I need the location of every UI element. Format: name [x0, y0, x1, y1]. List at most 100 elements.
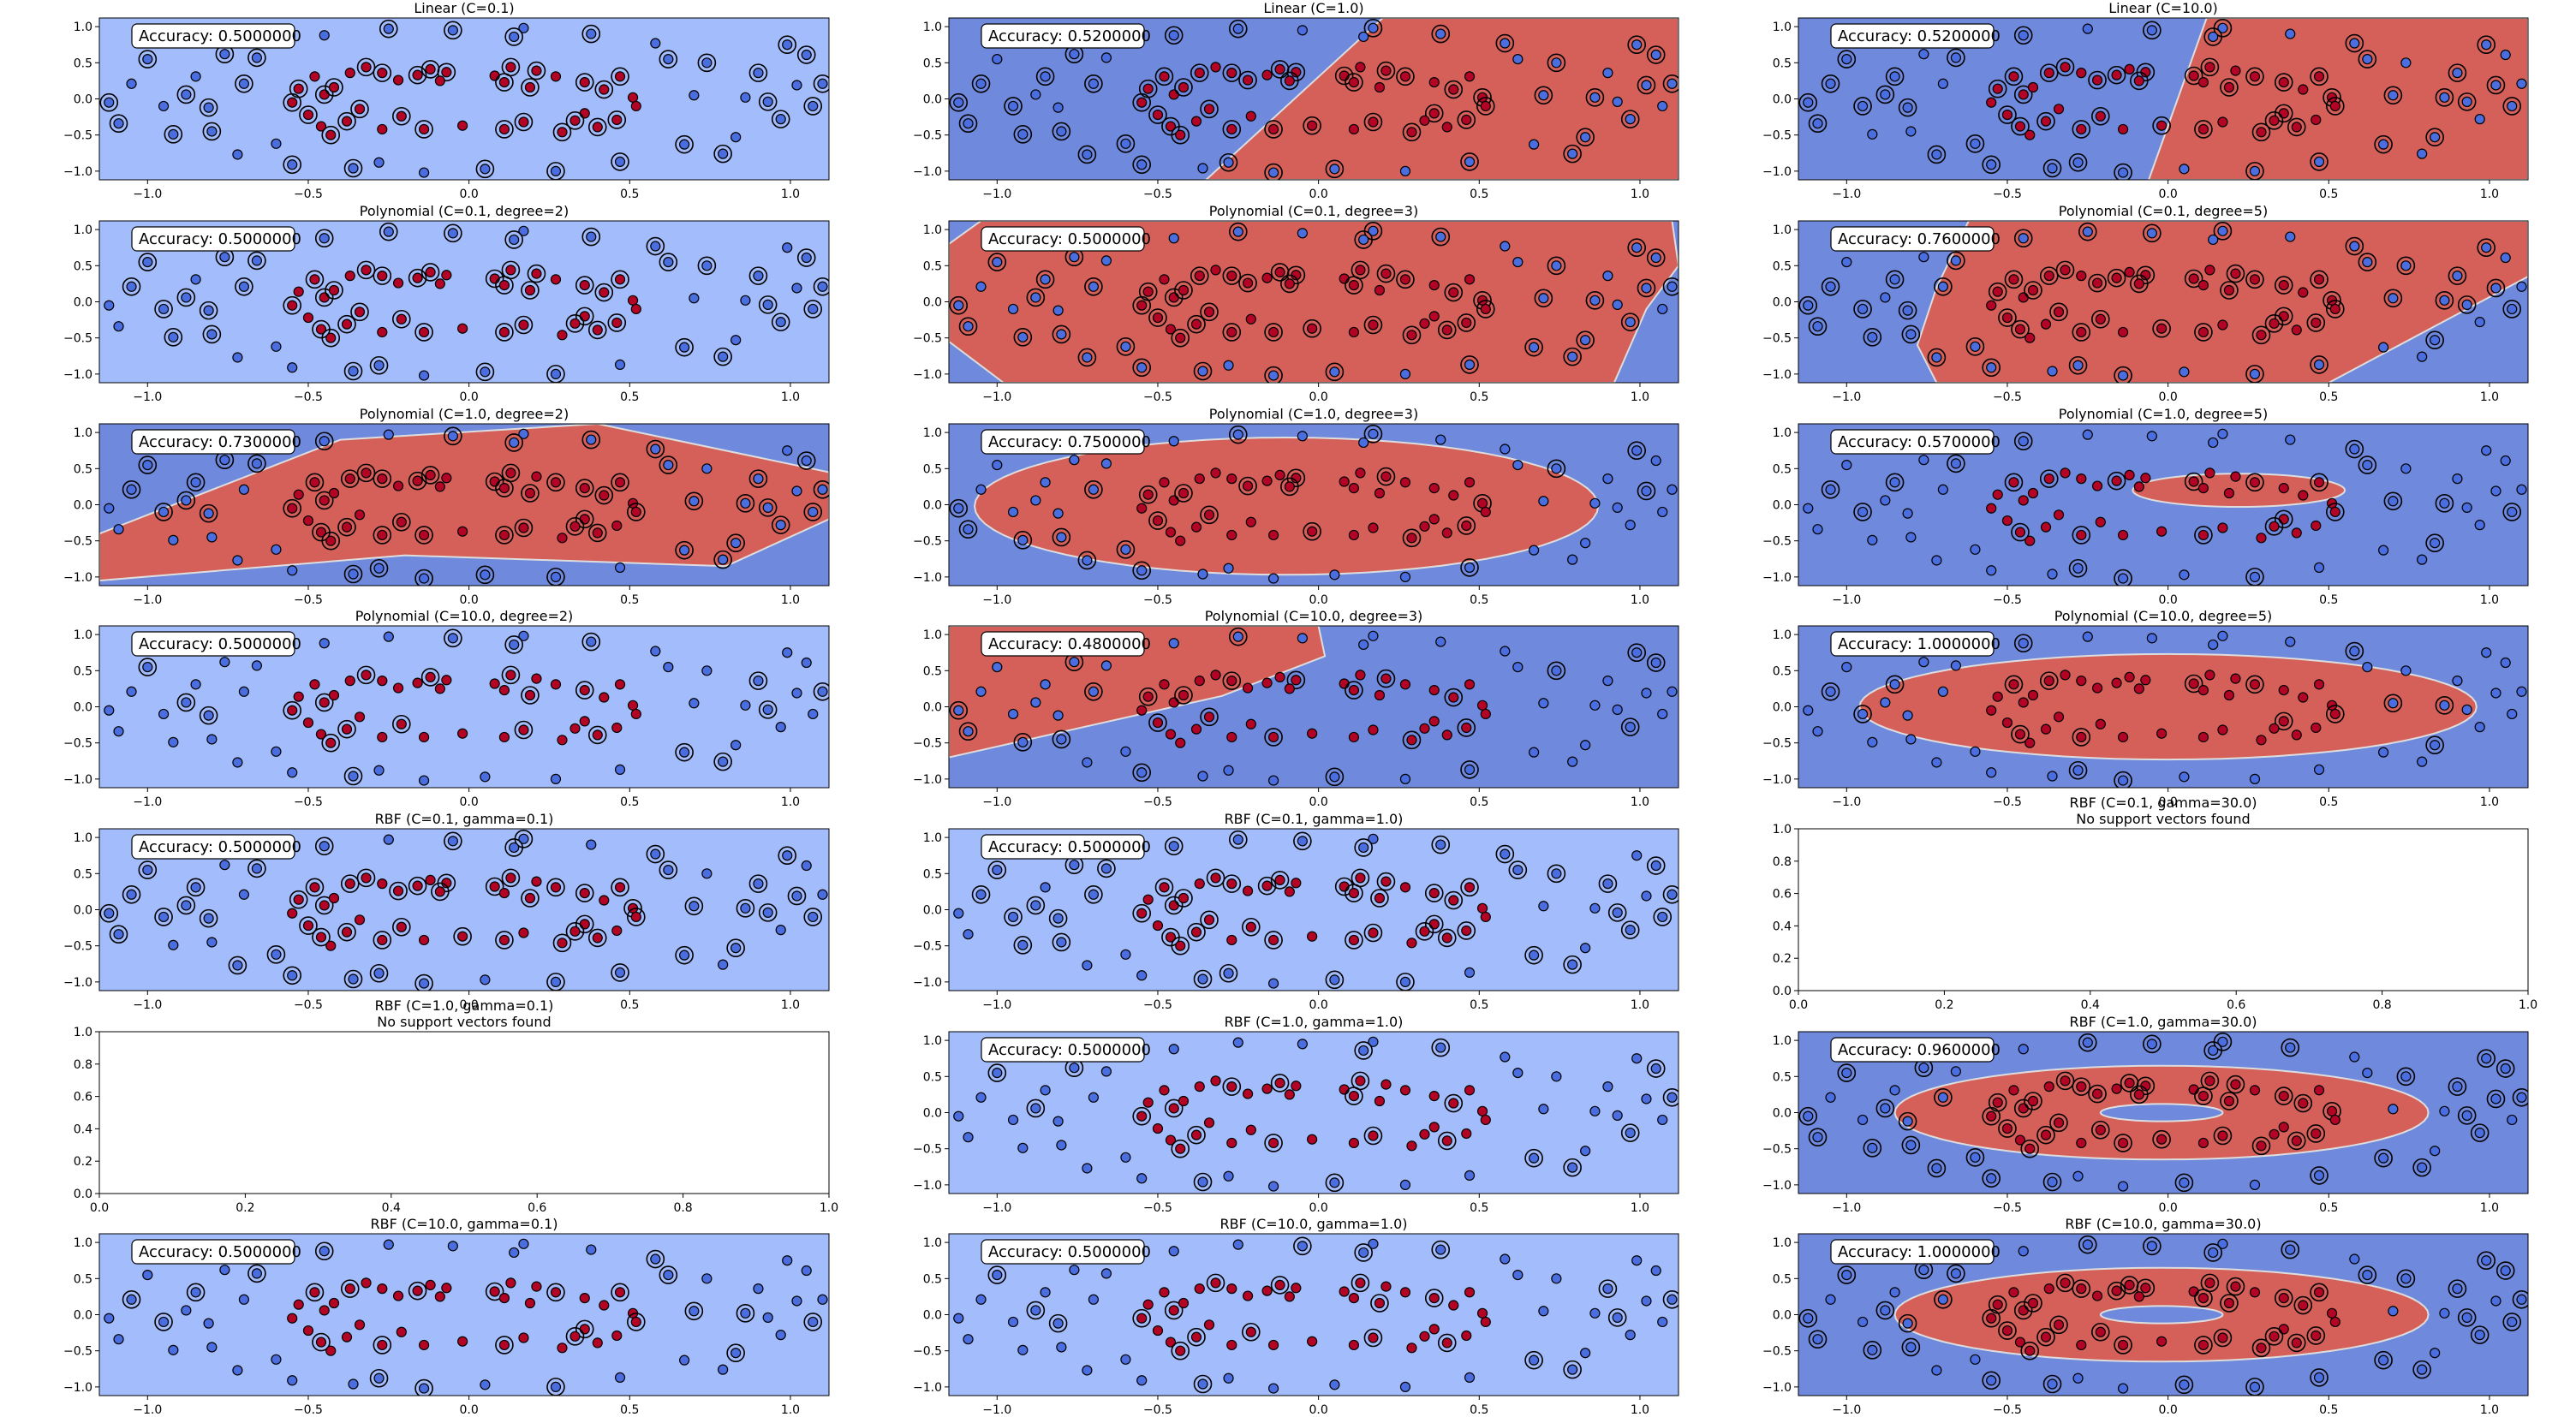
subplot: RBF (C=10.0, gamma=1.0)−1.0 −0.5 0.0 0.5 1.0…: [913, 1216, 1679, 1417]
data-point-class-1: [1226, 271, 1237, 282]
support-vector-ring: [325, 78, 343, 97]
data-point-class-1: [505, 62, 516, 73]
data-point-class-0: [1197, 569, 1208, 580]
data-point-class-0: [1168, 841, 1179, 852]
data-point-class-0: [1040, 274, 1051, 285]
support-vector-ring: [2496, 1261, 2515, 1280]
support-vector-ring: [1653, 908, 1673, 926]
data-point-class-1: [377, 676, 388, 687]
data-point-class-0: [2500, 455, 2511, 467]
support-vector-ring: [1875, 1098, 1895, 1118]
data-point-class-1: [1480, 911, 1491, 923]
data-point-class-1: [2223, 1095, 2235, 1107]
data-point-class-0: [1902, 710, 1913, 721]
support-vector-ring: [1495, 844, 1515, 864]
y-tick-label: 1.0: [1773, 628, 1792, 642]
data-point-class-0: [1937, 484, 1948, 495]
data-point-class-1: [1307, 120, 1318, 131]
data-point-class-1: [2040, 1331, 2052, 1343]
data-point-class-0: [992, 661, 1003, 673]
data-point-class-0: [2117, 370, 2129, 381]
accuracy-label: Accuracy: 0.5000000: [139, 838, 301, 856]
support-vector-ring: [1148, 105, 1167, 124]
data-point-class-0: [447, 1241, 458, 1252]
data-point-class-0: [142, 1269, 153, 1281]
support-vector-ring: [1808, 1330, 1828, 1349]
data-point-class-1: [1448, 692, 1459, 703]
support-vector-ring: [2264, 1327, 2284, 1346]
data-point-class-1: [2223, 487, 2235, 499]
data-point-class-0: [2430, 740, 2441, 751]
data-point-class-1: [377, 326, 388, 338]
data-point-class-0: [1650, 1063, 1661, 1075]
data-point-class-0: [1986, 1173, 1997, 1184]
data-point-class-0: [2208, 31, 2219, 43]
data-point-class-0: [2018, 233, 2029, 244]
data-point-class-0: [1812, 726, 1823, 737]
data-point-class-0: [126, 484, 137, 495]
data-point-class-0: [2249, 1381, 2261, 1392]
support-vector-ring: [1563, 144, 1582, 164]
support-vector-ring: [1947, 48, 1965, 68]
data-point-class-1: [599, 84, 610, 95]
support-vector-ring: [2226, 264, 2245, 283]
data-point-class-1: [1175, 1143, 1186, 1154]
support-vector-ring: [1598, 874, 1618, 893]
support-vector-ring: [778, 35, 797, 55]
support-vector-ring: [369, 355, 389, 375]
support-vector-ring: [373, 1336, 392, 1354]
support-vector-ring: [1026, 288, 1046, 307]
data-point-class-0: [1464, 156, 1476, 168]
decision-region-positive: [949, 221, 1679, 383]
data-point-class-1: [2018, 697, 2029, 708]
data-point-class-1: [287, 1313, 298, 1324]
support-vector-ring: [350, 302, 369, 322]
data-point-class-1: [2204, 1075, 2215, 1087]
data-point-class-0: [232, 1365, 243, 1376]
data-point-class-1: [2076, 123, 2087, 135]
data-point-class-0: [1641, 1093, 1652, 1104]
data-point-class-0: [1088, 484, 1099, 495]
data-point-class-0: [2452, 676, 2463, 687]
support-vector-ring: [1637, 481, 1656, 501]
support-vector-ring: [2042, 1374, 2062, 1394]
data-point-class-0: [614, 562, 626, 574]
data-point-class-0: [1580, 335, 1591, 346]
subplot-title: Linear (C=1.0): [1263, 0, 1363, 16]
data-point-class-1: [1355, 1075, 1366, 1087]
support-vector-ring: [1242, 1322, 1261, 1342]
support-vector-ring: [1898, 1111, 1917, 1131]
data-point-class-0: [238, 686, 249, 697]
data-point-class-0: [1931, 555, 1942, 566]
support-vector-ring: [1052, 324, 1071, 344]
data-point-class-1: [1165, 1134, 1177, 1146]
support-vector-ring: [587, 928, 607, 948]
data-point-class-1: [2027, 487, 2039, 499]
data-point-class-1: [2311, 1330, 2322, 1342]
data-point-class-0: [1223, 563, 1234, 574]
data-point-class-1: [344, 473, 355, 485]
y-tick-label: 0.0: [74, 1188, 92, 1201]
data-point-class-0: [2500, 252, 2511, 264]
data-point-class-1: [2111, 677, 2122, 688]
data-point-class-1: [2204, 62, 2215, 73]
data-point-class-0: [518, 833, 529, 844]
data-point-class-1: [2076, 1283, 2087, 1295]
data-point-class-0: [1657, 1316, 1668, 1328]
support-vector-ring: [1982, 1308, 2001, 1328]
data-point-class-0: [1803, 300, 1814, 311]
support-vector-ring: [713, 752, 732, 771]
data-point-class-0: [1812, 118, 1823, 129]
subplot: Linear (C=1.0)−1.0 −0.5 0.0 0.5 1.0−1.0−0.50…: [913, 0, 1679, 201]
data-point-class-1: [2217, 522, 2228, 533]
support-vector-ring: [546, 878, 565, 897]
data-point-class-0: [689, 293, 700, 304]
support-vector-ring: [199, 706, 218, 725]
support-vector-ring: [1132, 295, 1151, 315]
support-vector-ring: [1264, 163, 1283, 180]
data-point-class-0: [1641, 283, 1652, 294]
support-vector-ring: [392, 106, 411, 126]
data-point-class-0: [1625, 317, 1636, 328]
data-point-class-1: [325, 737, 337, 748]
support-vector-ring: [2039, 469, 2059, 488]
